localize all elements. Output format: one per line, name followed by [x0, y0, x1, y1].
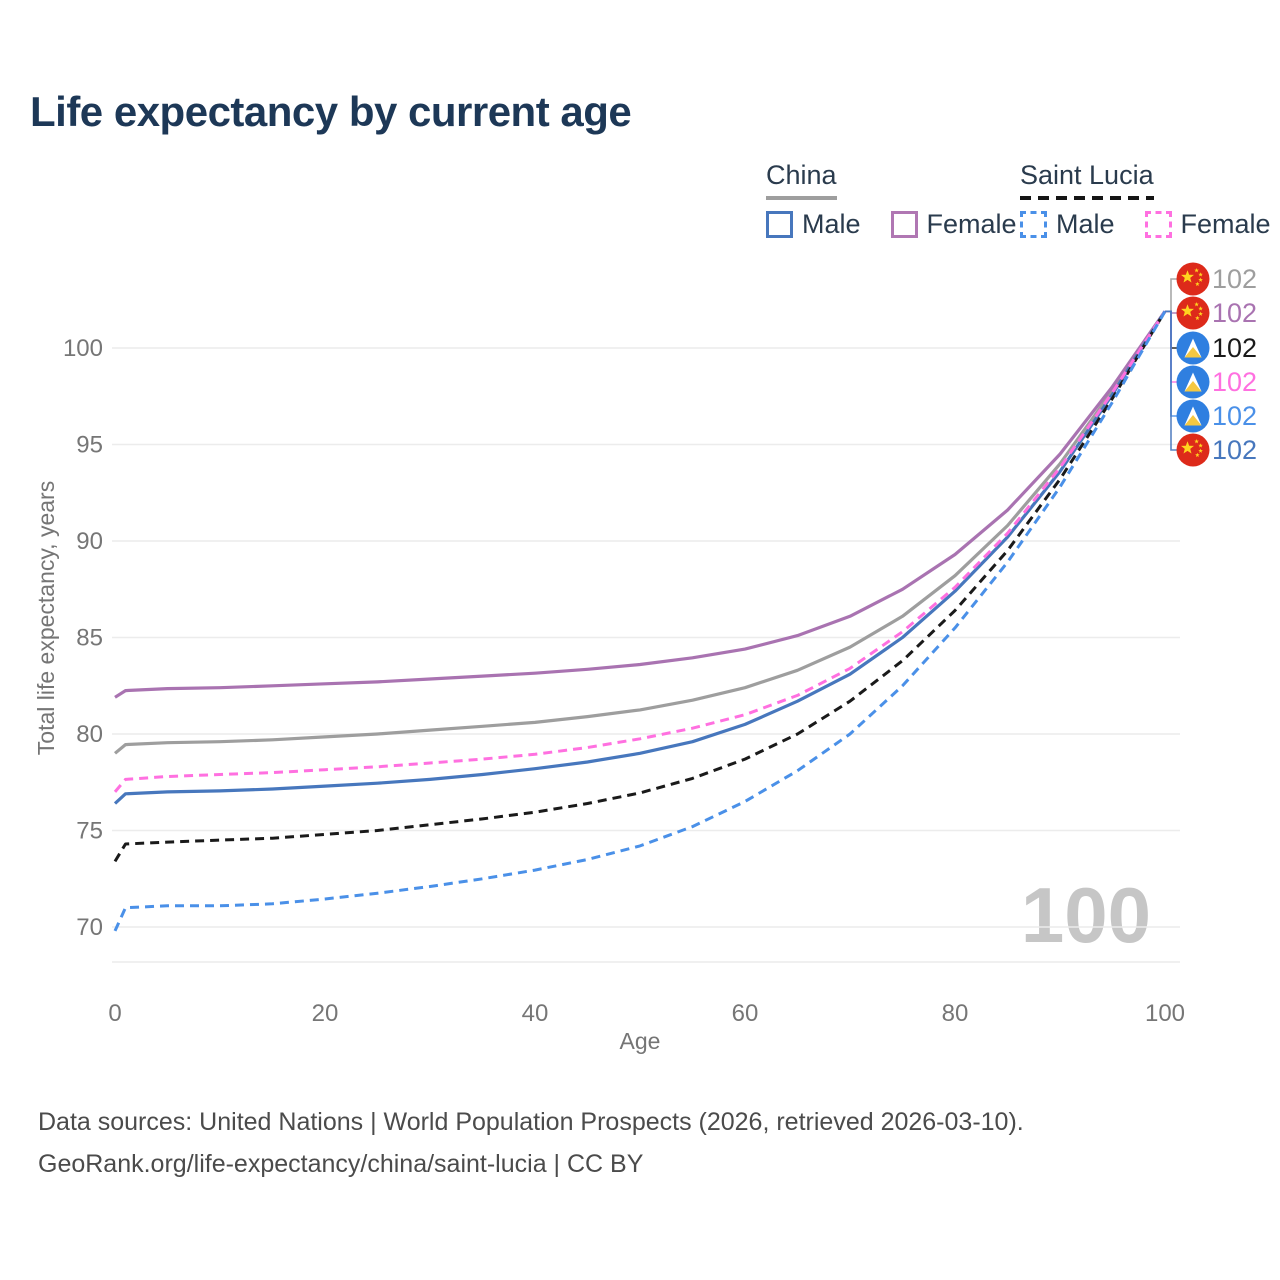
star-shape: [1194, 268, 1199, 273]
legend-country-china-label: China: [766, 160, 837, 190]
end-label-china-male: 102: [1176, 433, 1257, 467]
star-shape: [1194, 439, 1199, 444]
star-shape: [1198, 277, 1203, 282]
star-shape: [1198, 443, 1203, 448]
star-shape: [1181, 270, 1194, 283]
x-tick-label: 40: [522, 1000, 549, 1027]
legend-swatch-china-male[interactable]: [766, 211, 793, 238]
china-flag-icon: [1176, 433, 1210, 467]
star-shape: [1181, 441, 1194, 454]
series-line-china-male: [113, 310, 1167, 805]
end-label-value: 102: [1212, 298, 1257, 328]
x-tick-label: 60: [732, 1000, 759, 1027]
x-tick-label: 100: [1145, 1000, 1185, 1027]
star-shape: [1198, 272, 1203, 277]
saint-lucia-flag-icon: [1176, 365, 1210, 399]
star-shape: [1198, 448, 1203, 453]
star-shape: [1198, 306, 1203, 311]
end-label-value: 102: [1212, 367, 1257, 397]
saint-lucia-line-style-swatch: [1020, 196, 1154, 200]
series-lines: [113, 310, 1167, 932]
legend-label-china-female[interactable]: Female: [926, 209, 1017, 239]
x-tick-label: 0: [108, 1000, 121, 1027]
x-tick-label: 80: [942, 1000, 969, 1027]
series-line-china-female: [114, 310, 1167, 699]
saint-lucia-flag-icon: [1176, 399, 1210, 433]
end-label-connector-china-male: [1165, 310, 1177, 451]
gridlines: 70 75 80 85 90 95 100 0 20 40 60 80 100: [63, 335, 1185, 1027]
star-shape: [1198, 311, 1203, 316]
end-label-value: 102: [1212, 435, 1257, 465]
y-tick-label: 85: [76, 625, 103, 652]
saint-lucia-flag-icon: [1176, 331, 1210, 365]
y-tick-label: 70: [76, 914, 103, 941]
end-label-china: 102: [1176, 262, 1257, 296]
end-label-value: 102: [1212, 264, 1257, 294]
end-label-connector-china: [1165, 278, 1177, 313]
series-line-saint-lucia: [113, 310, 1167, 863]
end-label-saint-lucia-female: 102: [1176, 365, 1257, 399]
page-title: Life expectancy by current age: [30, 88, 632, 135]
legend-swatch-china-female[interactable]: [890, 211, 918, 238]
legend-label-saint-lucia-female[interactable]: Female: [1180, 209, 1271, 239]
star-shape: [1181, 304, 1194, 317]
legend-label-china-male[interactable]: Male: [802, 209, 861, 239]
legend-country-saint-lucia[interactable]: Saint Lucia: [1020, 160, 1154, 200]
china-flag-icon: [1176, 262, 1210, 296]
y-tick-label: 80: [76, 721, 103, 748]
end-labels: 102 102 102 102 102 102: [1165, 262, 1257, 467]
series-line-saint-lucia-male: [113, 310, 1167, 932]
end-label-value: 102: [1212, 333, 1257, 363]
star-shape: [1194, 302, 1199, 307]
star-shape: [1195, 281, 1200, 287]
legend-label-saint-lucia-male[interactable]: Male: [1056, 209, 1115, 239]
china-line-style-swatch: [766, 196, 837, 200]
legend-swatch-saint-lucia-female[interactable]: [1144, 211, 1172, 238]
y-tick-label: 95: [76, 432, 103, 459]
footer-data-sources: Data sources: United Nations | World Pop…: [38, 1108, 1024, 1136]
end-label-saint-lucia-male: 102: [1176, 399, 1257, 433]
series-line-saint-lucia-female: [113, 310, 1167, 793]
star-shape: [1195, 315, 1200, 321]
end-label-china-female: 102: [1176, 296, 1257, 330]
legend-swatch-saint-lucia-male[interactable]: [1020, 211, 1047, 238]
y-tick-label: 75: [76, 818, 103, 845]
end-label-saint-lucia: 102: [1176, 331, 1257, 365]
y-tick-label: 90: [76, 528, 103, 555]
star-shape: [1195, 452, 1200, 458]
series-line-china: [113, 310, 1167, 755]
x-tick-label: 20: [312, 1000, 339, 1027]
legend-country-saint-lucia-label: Saint Lucia: [1020, 160, 1154, 190]
x-axis-title: Age: [619, 1028, 661, 1054]
end-label-value: 102: [1212, 401, 1257, 431]
hover-age-watermark: 100: [1020, 871, 1152, 959]
legend-group-china: China Male Female: [766, 160, 1017, 240]
legend-country-china[interactable]: China: [766, 160, 837, 200]
y-tick-label: 100: [63, 335, 103, 362]
footer-attribution: GeoRank.org/life-expectancy/china/saint-…: [38, 1150, 644, 1178]
legend-group-saint-lucia: Saint Lucia Male Female: [1020, 160, 1271, 240]
china-flag-icon: [1176, 296, 1210, 330]
